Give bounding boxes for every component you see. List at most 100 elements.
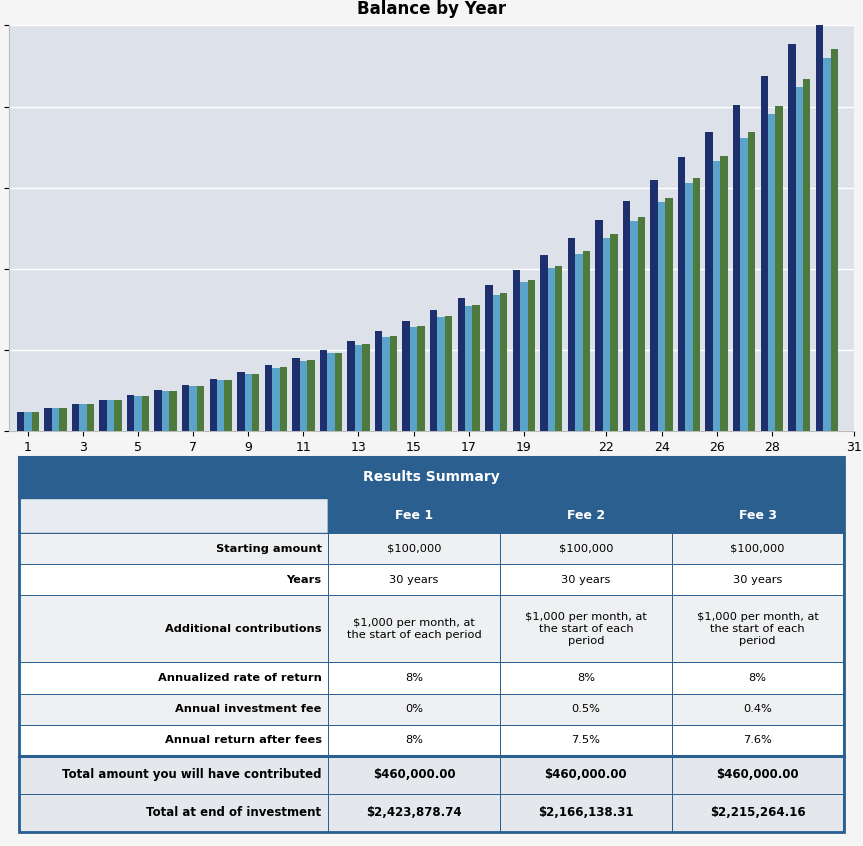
Bar: [217, 381, 224, 431]
Text: $460,000.00: $460,000.00: [545, 768, 627, 781]
Text: 7.6%: 7.6%: [743, 735, 772, 745]
Bar: [568, 239, 575, 431]
Bar: [457, 298, 465, 431]
Bar: [293, 358, 299, 431]
Bar: [142, 396, 149, 431]
Bar: [430, 310, 438, 431]
Bar: [382, 337, 390, 431]
Bar: [328, 694, 500, 725]
Text: $460,000.00: $460,000.00: [373, 768, 456, 781]
Bar: [328, 533, 500, 564]
Bar: [418, 326, 425, 431]
Bar: [575, 254, 583, 431]
Bar: [169, 391, 177, 431]
Bar: [86, 404, 94, 431]
Bar: [19, 596, 328, 662]
Text: $2,423,878.74: $2,423,878.74: [367, 806, 462, 819]
Bar: [16, 412, 24, 431]
Bar: [328, 725, 500, 755]
Bar: [190, 386, 197, 431]
Bar: [362, 344, 369, 431]
Bar: [705, 132, 713, 431]
Text: Results Summary: Results Summary: [363, 470, 500, 485]
Bar: [776, 107, 783, 431]
Text: Total amount you will have contributed: Total amount you will have contributed: [62, 768, 322, 781]
Text: Fee 3: Fee 3: [739, 509, 777, 522]
Bar: [252, 374, 260, 431]
Bar: [355, 345, 362, 431]
Bar: [19, 564, 328, 596]
Bar: [500, 794, 671, 832]
Bar: [60, 408, 66, 431]
Bar: [493, 294, 500, 431]
Bar: [651, 179, 658, 431]
Text: 8%: 8%: [405, 735, 423, 745]
Bar: [328, 596, 500, 662]
Bar: [713, 162, 721, 431]
Text: 8%: 8%: [576, 673, 595, 683]
Bar: [638, 217, 646, 431]
Bar: [19, 497, 328, 533]
Bar: [513, 271, 520, 431]
Bar: [127, 395, 135, 431]
Bar: [237, 372, 244, 431]
Bar: [685, 183, 693, 431]
Bar: [610, 234, 618, 431]
Bar: [265, 365, 272, 431]
Bar: [327, 354, 335, 431]
Bar: [224, 380, 232, 431]
Text: $100,000: $100,000: [730, 544, 784, 554]
Bar: [19, 755, 328, 794]
Bar: [390, 336, 397, 431]
Bar: [182, 385, 190, 431]
Text: $2,215,264.16: $2,215,264.16: [709, 806, 805, 819]
Bar: [472, 305, 480, 431]
Bar: [500, 725, 671, 755]
Bar: [107, 400, 114, 431]
Bar: [328, 497, 500, 533]
Bar: [671, 694, 843, 725]
Bar: [52, 408, 60, 431]
Text: 0.4%: 0.4%: [743, 704, 772, 714]
Bar: [99, 399, 107, 431]
Bar: [740, 139, 748, 431]
Bar: [438, 317, 444, 431]
Bar: [555, 266, 563, 431]
Text: 0%: 0%: [405, 704, 423, 714]
Bar: [548, 268, 555, 431]
Bar: [162, 391, 169, 431]
Bar: [671, 794, 843, 832]
Bar: [410, 327, 418, 431]
Bar: [19, 533, 328, 564]
Text: Annualized rate of return: Annualized rate of return: [158, 673, 322, 683]
Bar: [671, 755, 843, 794]
Bar: [272, 368, 280, 431]
Bar: [830, 49, 838, 431]
Bar: [19, 794, 328, 832]
Bar: [328, 794, 500, 832]
Bar: [500, 533, 671, 564]
Bar: [328, 564, 500, 596]
Bar: [671, 596, 843, 662]
Bar: [733, 105, 740, 431]
Bar: [671, 497, 843, 533]
Text: Annual return after fees: Annual return after fees: [165, 735, 322, 745]
Text: Total at end of investment: Total at end of investment: [147, 806, 322, 819]
Bar: [671, 662, 843, 694]
Bar: [602, 238, 610, 431]
Bar: [500, 596, 671, 662]
Text: $1,000 per month, at
the start of each period: $1,000 per month, at the start of each p…: [347, 618, 482, 640]
Text: $1,000 per month, at
the start of each
period: $1,000 per month, at the start of each p…: [525, 612, 646, 646]
Text: 30 years: 30 years: [733, 575, 782, 585]
Bar: [693, 178, 700, 431]
Bar: [72, 404, 79, 431]
Bar: [19, 457, 844, 497]
Bar: [280, 367, 287, 431]
Bar: [335, 353, 342, 431]
Bar: [299, 361, 307, 431]
Bar: [540, 255, 548, 431]
Bar: [485, 284, 493, 431]
Bar: [595, 220, 602, 431]
Bar: [307, 360, 314, 431]
Bar: [500, 755, 671, 794]
